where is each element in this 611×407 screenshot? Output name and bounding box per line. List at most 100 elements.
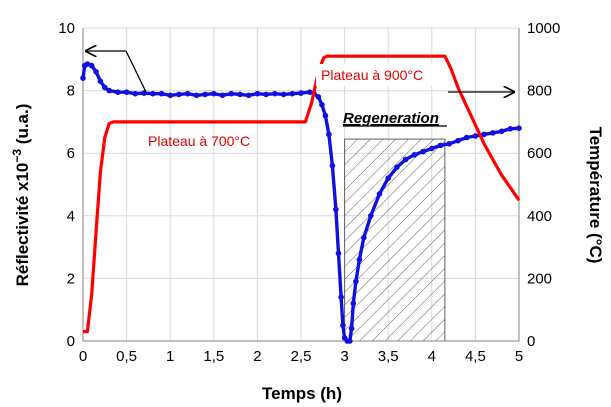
regeneration-region [344, 138, 446, 342]
reflectivity-point [315, 94, 322, 100]
reflectivity-point [115, 89, 121, 95]
series [80, 54, 522, 344]
arrow-left-pointer [125, 50, 147, 93]
regeneration-hatch-box [344, 138, 446, 342]
y-left-title-unit: (u.a.) [13, 104, 32, 149]
reflectivity-point [402, 156, 409, 163]
reflectivity-point [490, 130, 496, 136]
left-axis-arrow [86, 50, 147, 93]
reflectivity-point [472, 133, 479, 139]
y-left-tick-label: 2 [67, 270, 75, 287]
reflectivity-point [150, 90, 156, 97]
x-tick-label: 4,5 [465, 348, 486, 365]
y-left-tick-label: 6 [67, 145, 75, 162]
x-tick-label: 0 [79, 348, 87, 365]
x-tick-label: 3,5 [378, 348, 399, 365]
reflectivity-point [93, 69, 99, 75]
y-left-tick-label: 10 [58, 20, 75, 37]
x-tick-label: 5 [515, 348, 523, 365]
y-right-tick-label: 200 [527, 270, 552, 287]
reflectivity-point [237, 91, 243, 98]
reflectivity-point [167, 92, 173, 99]
reflectivity-point [446, 141, 453, 147]
reflectivity-point [97, 78, 104, 84]
series-temperature-line [83, 54, 521, 334]
y-right-tick-label: 600 [527, 145, 552, 162]
y-right-tick-label: 0 [527, 333, 535, 350]
tick-labels: 0 0,5 1 1,5 2 2,5 3 3,5 4 4,5 50246810020040060080… [58, 20, 560, 365]
reflectivity-point [348, 325, 355, 332]
annotation-regeneration: Regeneration [343, 110, 439, 127]
reflectivity-point [280, 91, 287, 98]
reflectivity-point [437, 142, 444, 149]
y-left-tick-label: 8 [67, 83, 75, 100]
reflectivity-point [254, 90, 261, 97]
reflectivity-point [219, 92, 226, 99]
reflectivity-point [507, 126, 514, 132]
reflectivity-point [322, 112, 329, 119]
reflectivity-point [132, 90, 139, 97]
reflectivity-point [481, 131, 487, 138]
annotation-plateau-700: Plateau à 700°C [148, 133, 250, 149]
reflectivity-point [102, 84, 108, 91]
y-right-axis-title: Température (°C) [586, 127, 605, 264]
reflectivity-point [272, 90, 278, 97]
reflectivity-point [353, 278, 359, 285]
x-tick-label: 2,5 [291, 348, 312, 365]
y-left-axis-title: Réflectivité x10−3 (u.a.) [10, 104, 32, 287]
reflectivity-point [319, 101, 325, 108]
reflectivity-point [298, 90, 304, 96]
reflectivity-point [420, 148, 426, 155]
reflectivity-point [516, 125, 522, 131]
reflectivity-point [498, 128, 505, 135]
reflectivity-point [347, 338, 353, 344]
reflectivity-point [106, 87, 112, 94]
reflectivity-point [333, 206, 339, 213]
reflectivity-point [411, 152, 418, 158]
y-left-tick-label: 4 [67, 208, 75, 225]
reflectivity-point [376, 191, 383, 197]
reflectivity-point [193, 92, 200, 99]
reflectivity-point [228, 90, 234, 97]
reflectivity-point [350, 300, 357, 307]
y-left-tick-label: 0 [67, 333, 75, 350]
reflectivity-point [176, 91, 182, 98]
reflectivity-point [368, 213, 374, 219]
reflectivity-point [385, 175, 392, 181]
reflectivity-point [463, 134, 470, 141]
reflectivity-point [184, 90, 191, 97]
reflectivity-point [329, 162, 336, 169]
x-axis-title: Temps (h) [262, 384, 342, 403]
reflectivity-point [429, 145, 435, 152]
reflectivity-point [263, 91, 269, 98]
y-right-tick-label: 400 [527, 208, 552, 225]
y-left-title-main: Réflectivité x10 [13, 163, 32, 287]
reflectivity-point [356, 256, 363, 263]
reflectivity-point [84, 61, 91, 67]
reflectivity-point [123, 89, 130, 95]
reflectivity-point [340, 322, 346, 329]
reflectivity-point [202, 91, 208, 98]
x-tick-label: 4 [428, 348, 436, 365]
x-tick-label: 1 [166, 348, 174, 365]
annotation-plateau-900: Plateau à 900°C [321, 67, 423, 83]
reflectivity-point [326, 131, 332, 138]
x-tick-label: 0,5 [116, 348, 137, 365]
y-right-tick-label: 800 [527, 83, 552, 100]
reflectivity-point [80, 75, 86, 81]
x-tick-label: 3 [340, 348, 348, 365]
reflectivity-point [394, 164, 400, 171]
reflectivity-point [211, 90, 217, 97]
reflectivity-point [335, 250, 342, 257]
reflectivity-point [158, 90, 165, 97]
reflectivity-point [306, 89, 313, 95]
reflectivity-point [455, 137, 461, 144]
reflectivity-point [245, 92, 252, 99]
x-tick-label: 2 [253, 348, 261, 365]
annotation-plateau-900-bg [316, 64, 446, 86]
y-right-tick-label: 1000 [527, 20, 560, 37]
x-tick-label: 1,5 [203, 348, 224, 365]
reflectivity-point [289, 90, 296, 97]
